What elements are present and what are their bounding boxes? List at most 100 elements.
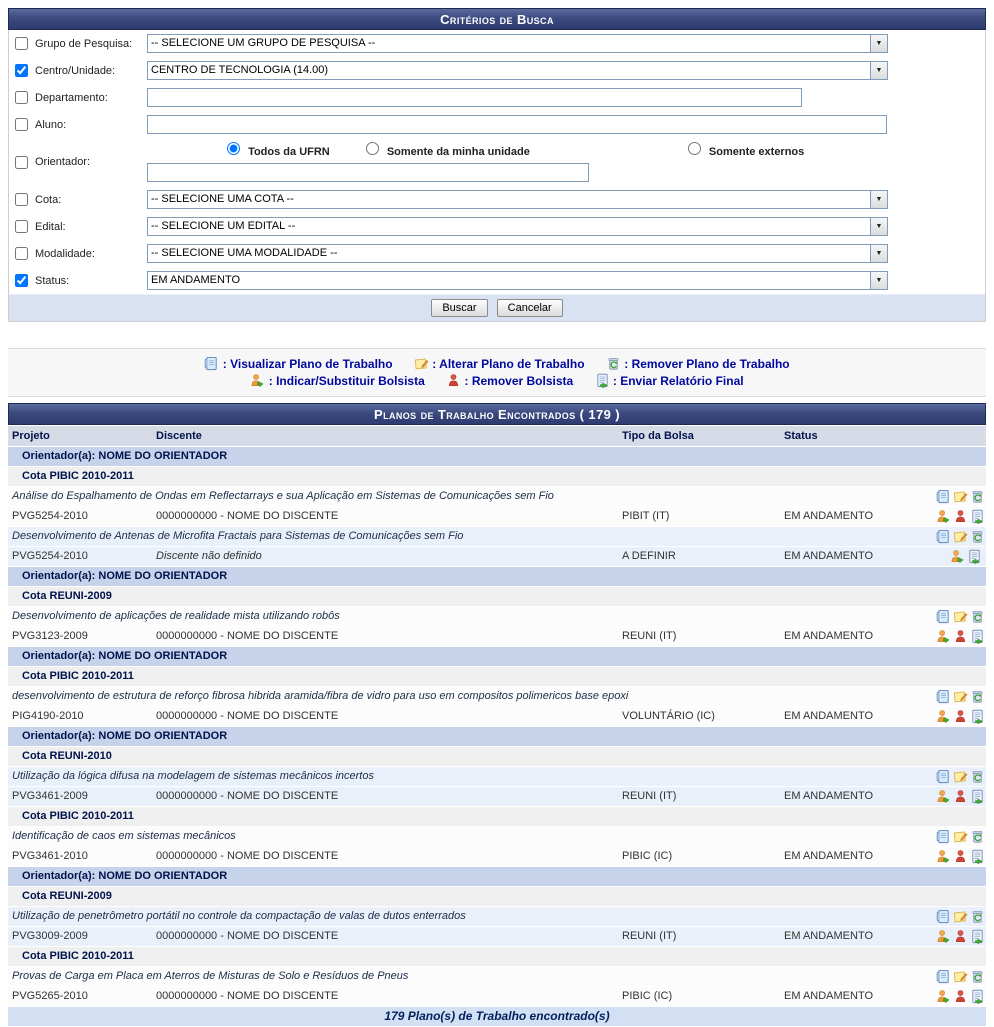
remove-scholar-icon[interactable]: [953, 709, 968, 724]
view-plan-icon[interactable]: [936, 529, 951, 544]
remove-scholar-icon[interactable]: [953, 929, 968, 944]
plan-title-row: Análise do Espalhamento de Ondas em Refl…: [8, 486, 986, 507]
radio-somente-minha-unidade[interactable]: [365, 142, 379, 155]
chevron-down-icon[interactable]: ▼: [870, 245, 887, 262]
chevron-down-icon[interactable]: ▼: [870, 62, 887, 79]
edit-plan-icon[interactable]: [953, 769, 968, 784]
send-report-icon[interactable]: [970, 509, 985, 524]
orientador-filter-checkbox[interactable]: [15, 155, 28, 169]
plan-status: EM ANDAMENTO: [780, 926, 930, 947]
plan-data-actions: [930, 926, 986, 947]
departamento-input[interactable]: [147, 88, 802, 107]
send-report-icon[interactable]: [967, 549, 982, 564]
plan-code: PVG3123-2009: [8, 626, 152, 647]
legend-label: Remover Bolsista: [471, 374, 574, 388]
send-report-icon[interactable]: [970, 989, 985, 1004]
cota-row: Cota REUNI-2009: [8, 886, 986, 907]
cota-row: Cota PIBIC 2010-2011: [8, 806, 986, 827]
remove-scholar-icon[interactable]: [953, 509, 968, 524]
status-label: Status:: [35, 274, 70, 287]
cota-filter-checkbox[interactable]: [15, 193, 28, 206]
delete-plan-icon[interactable]: [970, 769, 985, 784]
send-report-icon[interactable]: [970, 849, 985, 864]
view-plan-icon[interactable]: [936, 769, 951, 784]
chevron-down-icon[interactable]: ▼: [870, 272, 887, 289]
plan-data-actions: [930, 546, 986, 567]
cota-select[interactable]: -- SELECIONE UMA COTA -- ▼: [147, 190, 888, 209]
aluno-input[interactable]: [147, 115, 887, 134]
centro-filter-checkbox[interactable]: [15, 64, 28, 77]
delete-plan-icon[interactable]: [970, 829, 985, 844]
view-plan-icon[interactable]: [936, 689, 951, 704]
form-buttons-row: Buscar Cancelar: [9, 294, 985, 321]
remove-scholar-icon[interactable]: [953, 629, 968, 644]
plan-status: EM ANDAMENTO: [780, 546, 930, 567]
edit-plan-icon[interactable]: [953, 969, 968, 984]
modalidade-filter-checkbox[interactable]: [15, 247, 28, 260]
buscar-button[interactable]: Buscar: [431, 299, 488, 317]
col-status: Status: [780, 426, 930, 447]
plan-title-row: Provas de Carga em Placa em Aterros de M…: [8, 966, 986, 987]
plan-discente: 0000000000 - NOME DO DISCENTE: [152, 786, 618, 807]
indicate-scholar-icon[interactable]: [936, 709, 951, 724]
delete-plan-icon[interactable]: [970, 489, 985, 504]
radio-somente-externos[interactable]: [687, 142, 701, 155]
orientador-group-row: Orientador(a): NOME DO ORIENTADOR: [8, 866, 986, 887]
chevron-down-icon[interactable]: ▼: [870, 35, 887, 52]
edit-plan-icon[interactable]: [953, 529, 968, 544]
indicate-scholar-icon[interactable]: [936, 989, 951, 1004]
grupo-filter-checkbox[interactable]: [15, 37, 28, 50]
filter-row-grupo-de-pesquisa: Grupo de Pesquisa: -- SELECIONE UM GRUPO…: [9, 30, 985, 57]
view-plan-icon[interactable]: [936, 909, 951, 924]
col-tipo-da-bolsa: Tipo da Bolsa: [618, 426, 780, 447]
page: Critérios de Busca Grupo de Pesquisa: --…: [8, 8, 986, 1027]
remove-scholar-icon[interactable]: [953, 849, 968, 864]
edit-plan-icon[interactable]: [953, 829, 968, 844]
indicate-scholar-icon[interactable]: [936, 849, 951, 864]
plan-data-actions: [930, 706, 986, 727]
grupo-select[interactable]: -- SELECIONE UM GRUPO DE PESQUISA -- ▼: [147, 34, 888, 53]
centro-select[interactable]: CENTRO DE TECNOLOGIA (14.00) ▼: [147, 61, 888, 80]
plan-data-row: PVG3009-2009 0000000000 - NOME DO DISCEN…: [8, 926, 986, 947]
radio-todos-da-ufrn[interactable]: [227, 142, 240, 155]
plan-code: PVG3461-2009: [8, 786, 152, 807]
filter-row-cota: Cota: -- SELECIONE UMA COTA -- ▼: [9, 186, 985, 213]
modalidade-select[interactable]: -- SELECIONE UMA MODALIDADE -- ▼: [147, 244, 888, 263]
chevron-down-icon[interactable]: ▼: [870, 191, 887, 208]
indicate-scholar-icon[interactable]: [936, 929, 951, 944]
view-plan-icon[interactable]: [936, 489, 951, 504]
edit-plan-icon[interactable]: [953, 909, 968, 924]
orientador-input[interactable]: [147, 163, 589, 182]
indicate-scholar-icon[interactable]: [936, 509, 951, 524]
departamento-filter-checkbox[interactable]: [15, 91, 28, 104]
remove-scholar-icon[interactable]: [953, 789, 968, 804]
indicate-scholar-icon[interactable]: [936, 789, 951, 804]
status-select[interactable]: EM ANDAMENTO ▼: [147, 271, 888, 290]
send-report-icon[interactable]: [970, 929, 985, 944]
cancelar-button[interactable]: Cancelar: [496, 299, 563, 317]
delete-plan-icon[interactable]: [970, 529, 985, 544]
delete-plan-icon[interactable]: [970, 609, 985, 624]
edit-plan-icon[interactable]: [953, 609, 968, 624]
plan-tipo: VOLUNTÁRIO (IC): [618, 706, 780, 727]
send-report-icon[interactable]: [970, 789, 985, 804]
delete-plan-icon[interactable]: [970, 689, 985, 704]
orientador-group-row: Orientador(a): NOME DO ORIENTADOR: [8, 726, 986, 747]
chevron-down-icon[interactable]: ▼: [870, 218, 887, 235]
remove-scholar-icon[interactable]: [953, 989, 968, 1004]
view-plan-icon[interactable]: [936, 609, 951, 624]
delete-plan-icon[interactable]: [970, 969, 985, 984]
edit-plan-icon[interactable]: [953, 489, 968, 504]
send-report-icon[interactable]: [970, 709, 985, 724]
indicate-scholar-icon[interactable]: [950, 549, 965, 564]
edital-filter-checkbox[interactable]: [15, 220, 28, 233]
indicate-scholar-icon[interactable]: [936, 629, 951, 644]
edital-select[interactable]: -- SELECIONE UM EDITAL -- ▼: [147, 217, 888, 236]
view-plan-icon[interactable]: [936, 829, 951, 844]
send-report-icon[interactable]: [970, 629, 985, 644]
aluno-filter-checkbox[interactable]: [15, 118, 28, 131]
status-filter-checkbox[interactable]: [15, 274, 28, 287]
delete-plan-icon[interactable]: [970, 909, 985, 924]
view-plan-icon[interactable]: [936, 969, 951, 984]
edit-plan-icon[interactable]: [953, 689, 968, 704]
